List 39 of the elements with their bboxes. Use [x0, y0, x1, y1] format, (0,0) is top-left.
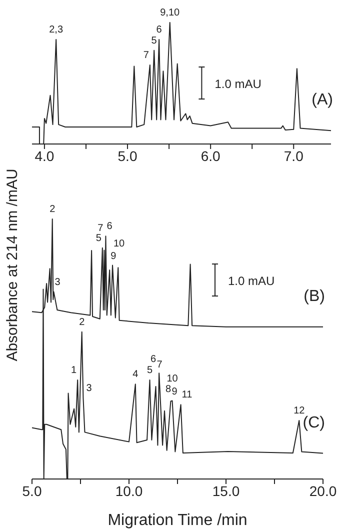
- annotation: 3: [86, 383, 92, 394]
- annotation: 5: [151, 35, 158, 46]
- x-axis-title: Migration Time /min: [108, 512, 248, 529]
- annotation: 7: [98, 223, 104, 234]
- annotation: 6: [106, 221, 113, 232]
- annotation: 8: [166, 384, 172, 395]
- series-label: (A): [312, 92, 333, 109]
- series-label: (C): [302, 414, 325, 432]
- annotation: 11: [182, 390, 193, 401]
- annotation: 9,10: [160, 7, 180, 18]
- x-tick-label: 15.0: [212, 482, 240, 499]
- annotation: 10: [114, 238, 126, 250]
- annotation: 5: [96, 232, 102, 244]
- annotation: 6: [150, 354, 157, 366]
- annotation: 1: [71, 364, 78, 376]
- annotation: 2,3: [49, 24, 64, 36]
- x-tick-label: 10.0: [115, 482, 143, 499]
- x-tick-label: 5.0: [118, 148, 138, 164]
- annotation: 6: [156, 24, 162, 36]
- annotation: 2: [79, 316, 86, 328]
- annotation: 4: [132, 369, 139, 380]
- annotation: 9: [110, 250, 117, 262]
- annotation: 2: [50, 204, 56, 215]
- annotation: 5: [146, 364, 153, 376]
- annotation: 9: [172, 386, 178, 398]
- annotation: 12: [294, 406, 306, 416]
- annotation: 7: [156, 359, 163, 370]
- annotation: 7: [143, 50, 150, 61]
- annotation: 3: [54, 276, 61, 288]
- annotation: 1.0 mAU: [228, 274, 275, 288]
- y-axis-title: Absorbance at 214 nm /mAU: [4, 168, 21, 362]
- x-tick-label: 20.0: [309, 482, 337, 499]
- annotation: 10: [166, 374, 178, 385]
- x-tick-label: 6.0: [200, 148, 221, 164]
- x-tick-label: 5.0: [22, 482, 42, 499]
- series-label: (B): [304, 288, 325, 305]
- x-tick-label: 4.0: [34, 148, 54, 164]
- annotation: 1.0 mAU: [214, 77, 262, 91]
- x-tick-label: 7.0: [284, 148, 304, 164]
